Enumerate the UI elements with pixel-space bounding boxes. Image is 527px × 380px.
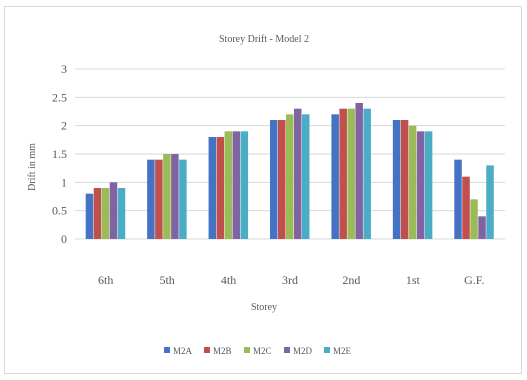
x-tick-label: 6th (98, 273, 113, 287)
bar-m2c-6th (101, 188, 110, 239)
bar-m2a-3rd (270, 120, 278, 239)
y-tick-labels: 0 0.5 1 1.5 2 2.5 3 (52, 62, 67, 246)
legend-swatch-m2c (244, 347, 250, 353)
bar-m2a-5th (147, 159, 155, 239)
legend-label-m2c: M2C (253, 346, 272, 356)
chart-container: 0 0.5 1 1.5 2 2.5 3 6th 5th 4th 3rd 2nd 1st G.F. Sto… (4, 6, 522, 374)
legend-swatch-m2e (324, 347, 330, 353)
bar-m2a-gf (454, 159, 462, 239)
y-tick-label: 0.5 (52, 204, 67, 218)
bar-m2d-3rd (294, 108, 302, 240)
y-tick-label: 1.5 (52, 147, 67, 161)
bar-m2c-3rd (286, 114, 294, 239)
legend-label-m2a: M2A (173, 346, 193, 356)
bar-m2b-4th (216, 137, 225, 239)
bar-m2d-2nd (355, 103, 363, 239)
y-tick-label: 1 (61, 175, 67, 189)
bar-m2d-gf (478, 216, 486, 239)
y-tick-label: 2.5 (52, 90, 67, 104)
x-tick-labels: 6th 5th 4th 3rd 2nd 1st G.F. (98, 273, 484, 287)
bar-m2a-1st (392, 120, 401, 239)
bar-m2b-5th (155, 159, 163, 239)
bar-m2b-2nd (339, 108, 347, 240)
y-tick-label: 3 (61, 62, 67, 76)
bar-m2b-3rd (278, 120, 286, 239)
bar-m2c-2nd (347, 108, 355, 240)
x-tick-label: 5th (159, 273, 174, 287)
bar-m2c-4th (224, 131, 233, 239)
bar-m2d-1st (416, 131, 425, 239)
bar-m2d-5th (171, 154, 179, 239)
bar-m2a-2nd (331, 114, 339, 239)
legend-label-m2d: M2D (293, 346, 313, 356)
chart-title: Storey Drift - Model 2 (219, 34, 309, 45)
bar-m2e-6th (117, 188, 126, 239)
legend-label-m2e: M2E (333, 346, 352, 356)
x-tick-label: 2nd (342, 273, 360, 287)
y-tick-label: 0 (61, 232, 67, 246)
legend: M2A M2B M2C M2D M2E (164, 346, 352, 356)
bar-m2e-5th (179, 159, 187, 239)
y-tick-label: 2 (61, 119, 67, 133)
bar-m2a-6th (85, 193, 94, 239)
bar-m2c-gf (470, 199, 478, 239)
bar-m2e-4th (240, 131, 249, 239)
bar-m2b-1st (400, 120, 409, 239)
bar-m2e-gf (486, 165, 494, 239)
bar-m2e-1st (424, 131, 433, 239)
bar-m2a-4th (208, 137, 217, 239)
legend-swatch-m2d (284, 347, 290, 353)
x-tick-label: G.F. (464, 273, 484, 287)
legend-label-m2b: M2B (213, 346, 232, 356)
legend-swatch-m2a (164, 347, 170, 353)
bar-m2e-3rd (302, 114, 310, 239)
x-tick-label: 4th (221, 273, 236, 287)
x-tick-label: 1st (406, 273, 421, 287)
legend-swatch-m2b (204, 347, 210, 353)
bar-m2c-1st (408, 125, 417, 239)
bar-m2c-5th (163, 154, 171, 239)
bar-m2e-2nd (363, 108, 371, 240)
bar-m2d-4th (232, 131, 241, 239)
bar-chart: 0 0.5 1 1.5 2 2.5 3 6th 5th 4th 3rd 2nd 1st G.F. Sto… (27, 34, 505, 356)
y-axis-title: Drift in mm (27, 143, 38, 191)
x-tick-label: 3rd (282, 273, 298, 287)
bars-group (85, 103, 494, 240)
bar-m2d-6th (109, 182, 118, 239)
x-axis-title: Storey (251, 302, 277, 313)
bar-m2b-gf (462, 176, 470, 239)
bar-m2b-6th (93, 188, 102, 239)
